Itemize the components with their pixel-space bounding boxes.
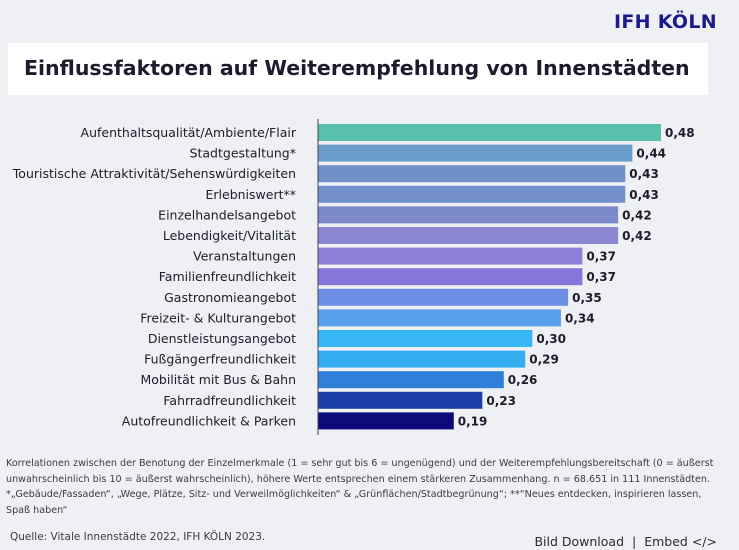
note-footnotes: *„Gebäude/Fassaden“, „Wege, Plätze, Sitz… (6, 489, 702, 516)
category-label: Einzelhandelsangebot (158, 207, 296, 222)
chart-title: Einflussfaktoren auf Weiterempfehlung vo… (24, 56, 690, 80)
bar (318, 350, 526, 368)
value-label: 0,34 (565, 311, 595, 325)
bar-chart: Aufenthaltsqualität/Ambiente/Flair 0,48 St… (12, 119, 695, 435)
value-label: 0,19 (458, 414, 488, 428)
chart-notes: Korrelationen zwischen der Benotung der … (6, 456, 726, 518)
link-separator: | (632, 534, 637, 549)
bar (318, 185, 626, 203)
bar (318, 247, 583, 265)
bar (318, 268, 583, 286)
title-box: Einflussfaktoren auf Weiterempfehlung vo… (8, 43, 708, 95)
value-label: 0,29 (529, 353, 559, 367)
category-label: Gastronomieangebot (164, 290, 296, 305)
value-label: 0,26 (508, 373, 538, 387)
note-correlation: Korrelationen zwischen der Benotung der … (6, 458, 714, 485)
category-label: Stadtgestaltung* (190, 146, 296, 161)
category-label: Touristische Attraktivität/Sehenswürdigk… (12, 166, 296, 181)
bar (318, 206, 619, 224)
source-note: Quelle: Vitale Innenstädte 2022, IFH KÖL… (10, 531, 266, 543)
value-label: 0,44 (636, 147, 666, 161)
value-label: 0,43 (629, 167, 659, 181)
brand-logo: IFH KÖLN (614, 11, 717, 33)
category-label: Fahrradfreundlichkeit (163, 393, 296, 408)
category-label: Fußgängerfreundlichkeit (144, 352, 296, 367)
footer-links: Bild Download | Embed </> (534, 534, 717, 549)
category-label: Autofreundlichkeit & Parken (122, 413, 296, 428)
value-label: 0,48 (665, 126, 695, 140)
bar (318, 412, 454, 430)
value-label: 0,43 (629, 188, 659, 202)
value-label: 0,35 (572, 291, 602, 305)
bar (318, 288, 569, 306)
bar (318, 124, 661, 141)
category-label: Mobilität mit Bus & Bahn (140, 372, 296, 387)
download-link[interactable]: Bild Download (534, 534, 625, 549)
embed-link[interactable]: Embed </> (644, 534, 717, 549)
value-label: 0,30 (536, 332, 566, 346)
bar (318, 309, 561, 327)
bar (318, 165, 626, 183)
bar (318, 391, 483, 409)
category-label: Erlebniswert** (206, 187, 297, 202)
value-label: 0,42 (622, 208, 652, 222)
bar (318, 144, 633, 162)
value-label: 0,42 (622, 229, 652, 243)
bar (318, 371, 504, 389)
category-label: Dienstleistungsangebot (148, 331, 296, 346)
bar (318, 330, 533, 347)
value-label: 0,23 (486, 394, 516, 408)
category-label: Familienfreundlichkeit (159, 269, 296, 284)
category-label: Lebendigkeit/Vitalität (163, 228, 296, 243)
value-label: 0,37 (586, 250, 616, 264)
value-label: 0,37 (586, 270, 616, 284)
bar (318, 227, 619, 244)
category-label: Veranstaltungen (193, 249, 296, 264)
category-label: Aufenthaltsqualität/Ambiente/Flair (81, 125, 297, 140)
category-label: Freizeit- & Kulturangebot (140, 310, 296, 325)
